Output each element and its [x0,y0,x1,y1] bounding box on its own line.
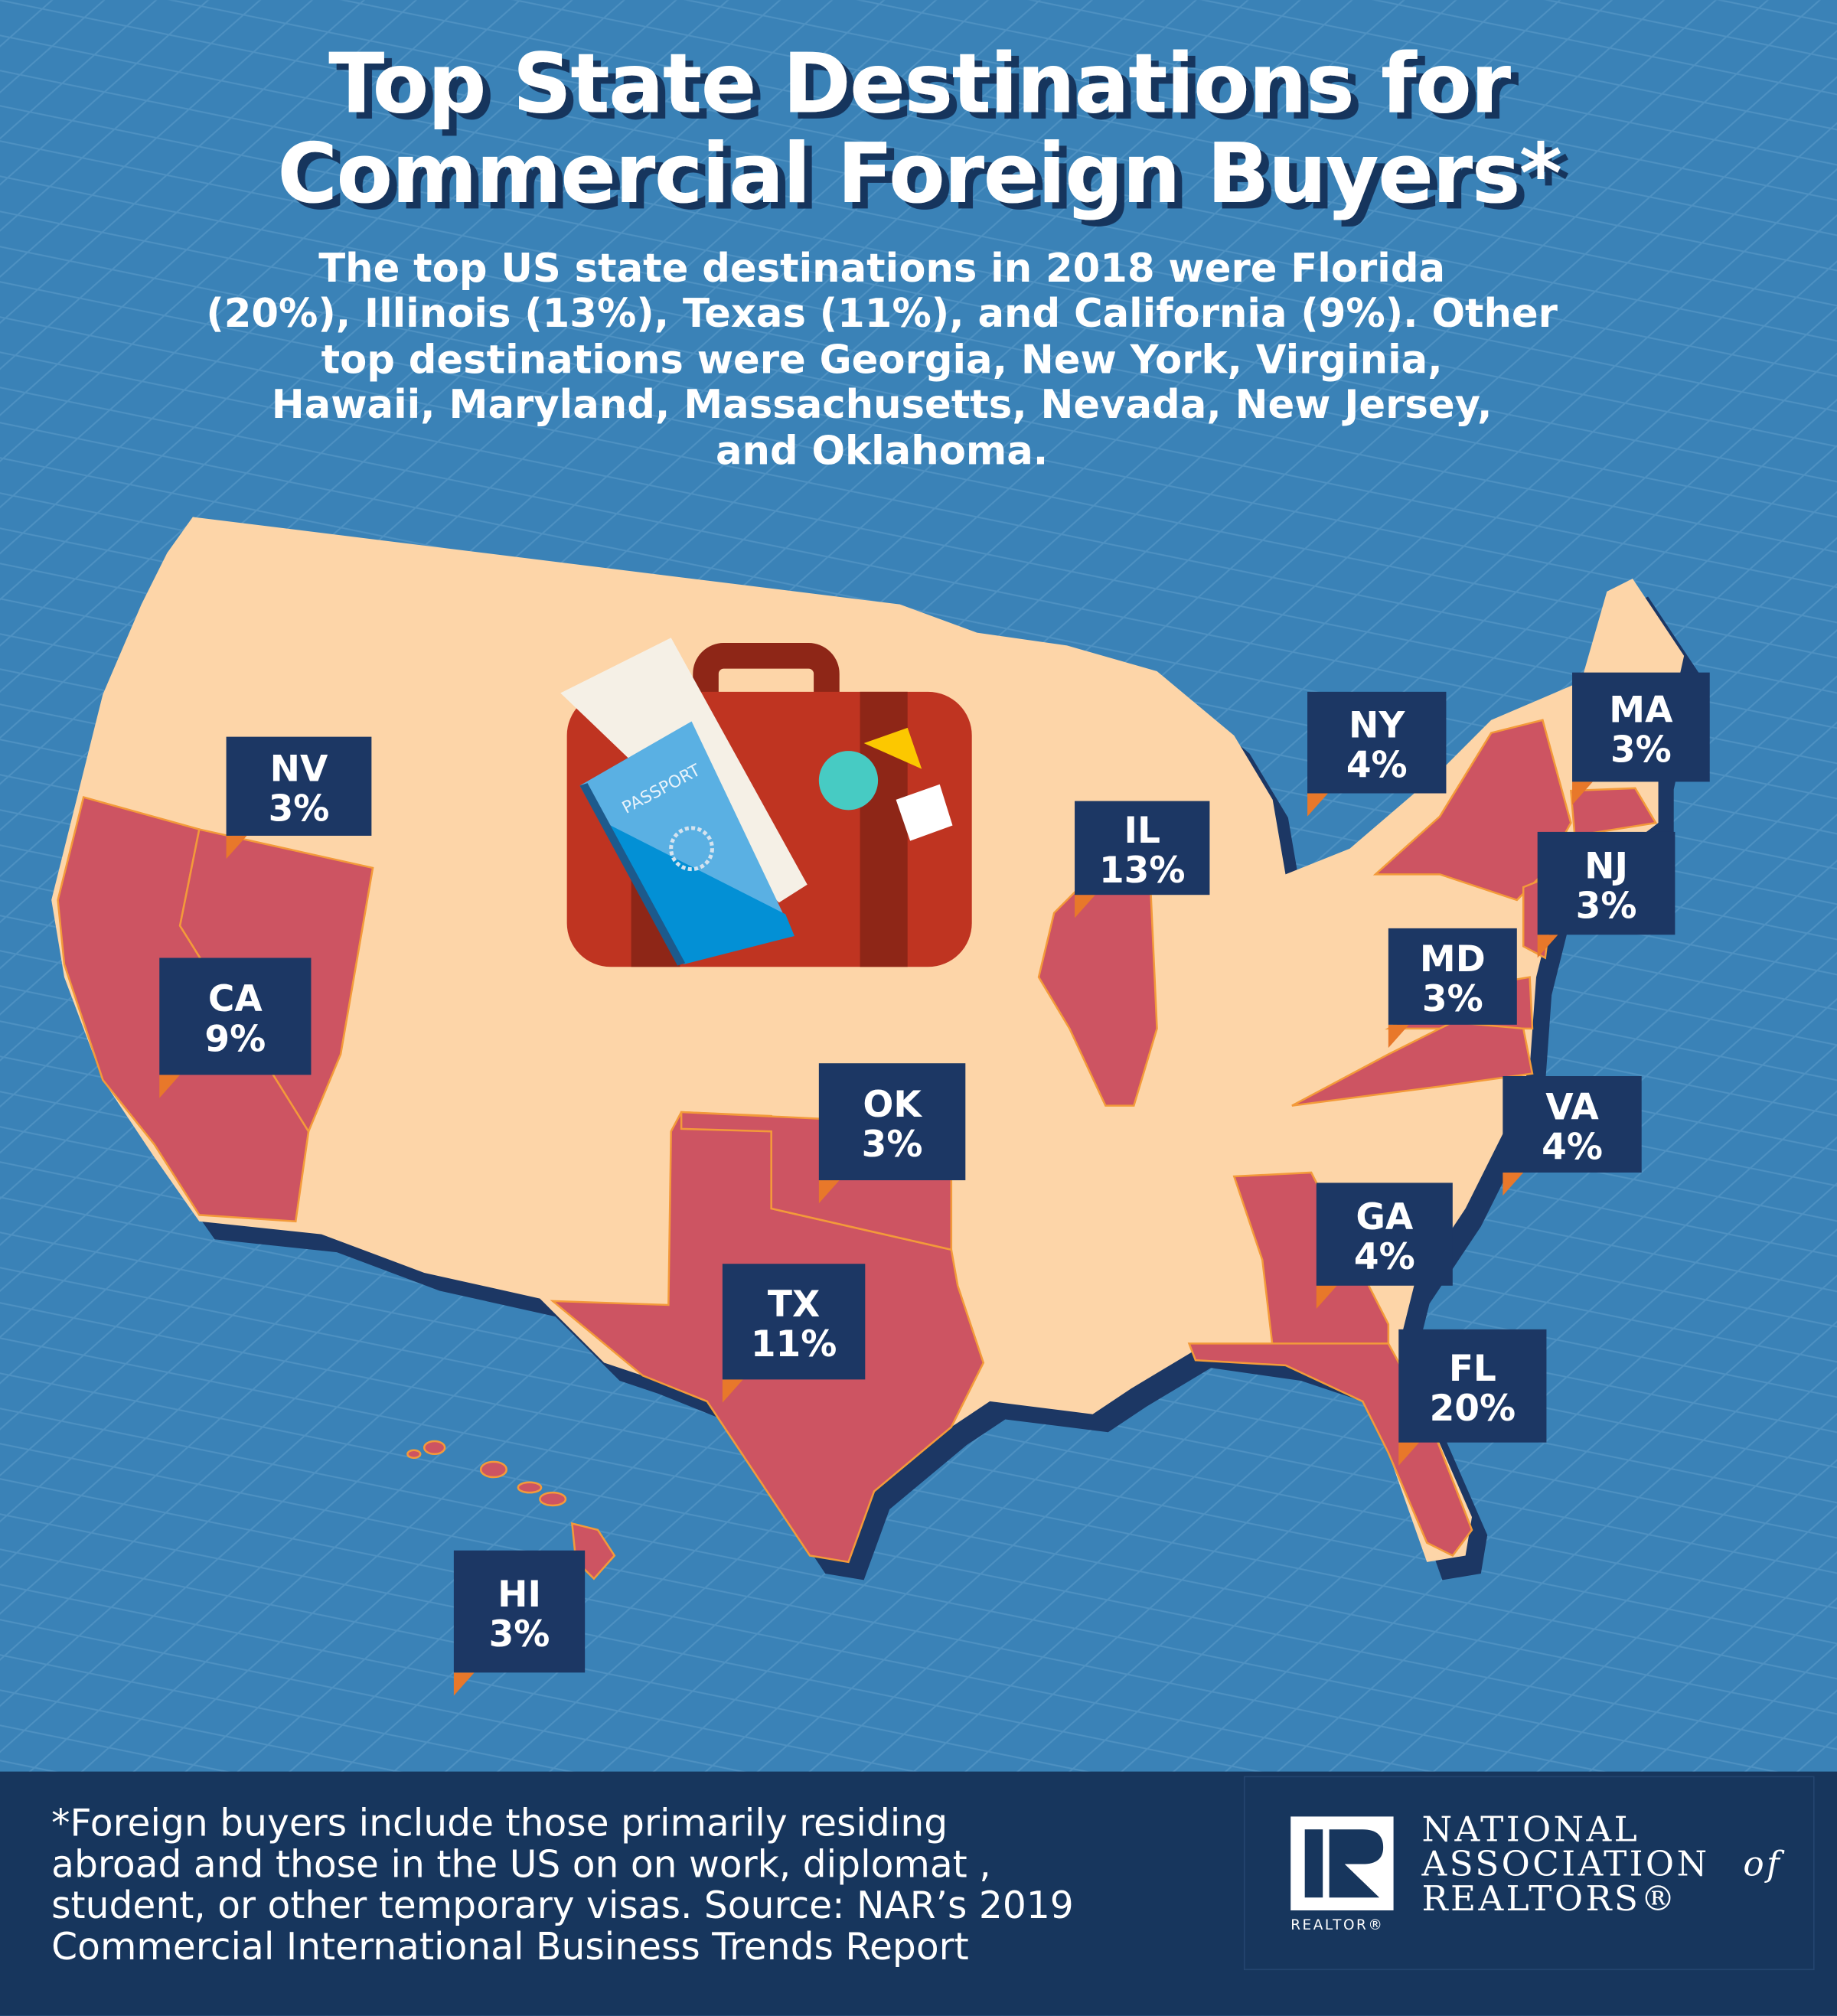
nar-logo: REALTOR® NATIONAL ASSOCIATION of REALTOR… [1290,1809,1785,1933]
state-share: 20% [1430,1388,1516,1430]
label-box [818,1063,966,1181]
label-pointer [1572,781,1593,805]
state-label-nj: NJ3% [1537,831,1675,958]
subtitle-line: The top US state destinations in 2018 we… [318,246,1445,292]
logo-line: NATIONAL [1422,1809,1640,1849]
label-box [226,736,372,836]
logo-line: REALTORS® [1422,1878,1679,1919]
subtitle-line: Hawaii, Maryland, Massachusetts, Nevada,… [272,382,1493,428]
state-label-hi: HI3% [453,1550,586,1696]
label-box [1398,1329,1547,1443]
state-label-ma: MA3% [1572,672,1710,805]
label-pointer [226,835,247,860]
subtitle-line: and Oklahoma. [716,429,1048,475]
label-box [1307,691,1447,794]
state-code: IL [1124,810,1160,852]
label-box [722,1264,866,1380]
state-share: 3% [1576,885,1637,927]
state-share: 13% [1099,850,1186,892]
label-pointer [159,1075,181,1098]
label-box [1075,801,1210,895]
label-box [1388,928,1517,1025]
state-share: 11% [751,1323,837,1365]
subtitle-line: top destinations were Georgia, New York,… [321,337,1443,383]
state-code: GA [1356,1196,1414,1238]
subtitle: The top US state destinations in 2018 we… [206,246,1558,474]
state-ma[interactable] [1569,787,1658,837]
suitcase-with-passport-icon: PASSPORT [560,638,972,967]
label-box [1316,1183,1453,1286]
state-share: 3% [1422,978,1483,1020]
footnote-line: Commercial International Business Trends… [51,1926,969,1969]
state-label-ga: GA4% [1316,1183,1453,1310]
logo-line: ASSOCIATION [1421,1844,1710,1884]
state-code: OK [863,1084,922,1126]
state-share: 3% [862,1124,923,1166]
state-va[interactable] [1291,1021,1534,1107]
state-share: 4% [1346,745,1408,787]
state-share: 3% [489,1613,550,1656]
subtitle-line: (20%), Illinois (13%), Texas (11%), and … [206,291,1558,337]
label-box [453,1550,586,1673]
footnote: *Foreign buyers include those primarily … [51,1802,1074,1969]
realtor-mark-text: REALTOR® [1290,1917,1384,1933]
page-title: Top State Destinations for Commercial Fo… [277,36,1562,222]
state-share: 3% [269,788,330,830]
state-code: HI [498,1574,541,1616]
title-line-2: Commercial Foreign Buyers* [277,126,1561,222]
label-pointer [1537,935,1558,958]
state-code: MA [1609,689,1673,731]
state-code: NV [270,749,328,791]
state-label-va: VA4% [1503,1076,1642,1196]
state-share: 4% [1354,1236,1415,1278]
label-pointer [1503,1172,1524,1196]
state-share: 3% [1610,729,1672,771]
state-label-ca: CA9% [159,957,312,1098]
label-pointer [1316,1285,1337,1310]
label-box [1503,1076,1642,1173]
label-box [159,957,312,1075]
label-box [1572,672,1710,782]
state-label-ok: OK3% [818,1063,966,1204]
state-code: MD [1420,938,1486,980]
state-code: FL [1449,1348,1496,1390]
state-code: NJ [1584,845,1628,887]
footnote-line: student, or other temporary visas. Sourc… [51,1884,1074,1927]
label-pointer [818,1180,840,1204]
state-label-ny: NY4% [1307,691,1447,817]
label-pointer [1398,1442,1420,1466]
label-pointer [722,1379,743,1403]
footnote-line: abroad and those in the US on on work, d… [51,1843,991,1886]
footer [0,1771,1837,2016]
label-box [1537,831,1675,935]
state-code: TX [768,1284,820,1326]
state-code: VA [1545,1086,1599,1128]
logo-line: of [1743,1844,1785,1884]
state-share: 4% [1542,1126,1603,1168]
state-code: CA [208,978,263,1020]
title-line-1: Top State Destinations for [328,36,1511,132]
logo-frame [1243,1776,1815,1971]
state-label-nv: NV3% [226,736,372,860]
state-il[interactable] [1037,886,1158,1107]
state-code: NY [1349,704,1405,746]
state-label-md: MD3% [1388,928,1517,1049]
state-labels: NV3%CA9%IL13%NY4%MA3%NJ3%MD3%VA4%GA4%FL2… [159,672,1710,1696]
state-share: 9% [204,1018,266,1060]
state-ny[interactable] [1372,719,1572,902]
footnote-line: *Foreign buyers include those primarily … [51,1802,948,1845]
